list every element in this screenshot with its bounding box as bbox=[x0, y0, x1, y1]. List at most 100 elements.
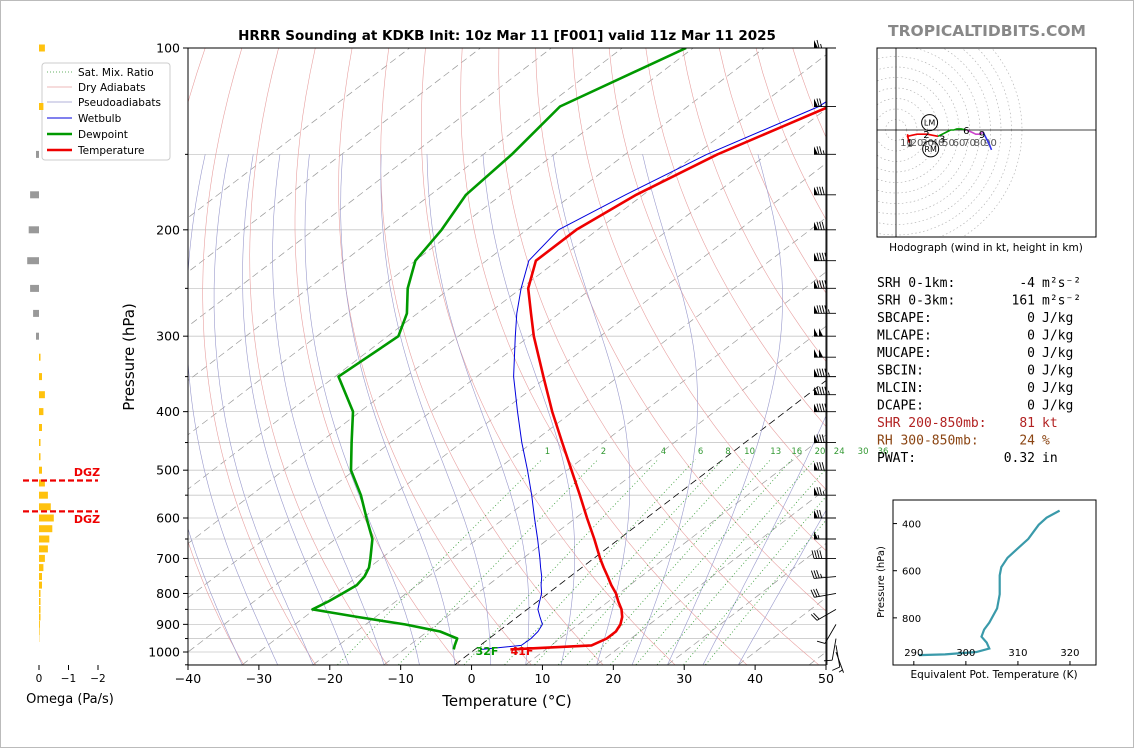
barb-full bbox=[821, 386, 825, 395]
index-row: MLCIN: 0 J/kg bbox=[877, 381, 1073, 396]
barb-full bbox=[816, 509, 820, 519]
omega-bar bbox=[39, 514, 54, 522]
barb-flag bbox=[814, 252, 818, 261]
omega-bar bbox=[39, 466, 42, 474]
hodograph-ring-label: 70 bbox=[963, 138, 976, 149]
wind-barb bbox=[814, 349, 836, 358]
barb-full bbox=[819, 221, 823, 230]
dry-adiabat bbox=[645, 48, 826, 427]
legend-label-dry: Dry Adiabats bbox=[78, 82, 146, 94]
index-unit: % bbox=[1042, 434, 1050, 449]
theta-e-ylabel: Pressure (hPa) bbox=[876, 546, 887, 618]
wind-barb bbox=[814, 509, 836, 519]
index-unit: J/kg bbox=[1042, 329, 1073, 344]
mixing-ratio-line bbox=[398, 459, 599, 665]
skewt-profiles bbox=[311, 48, 826, 651]
barb-full bbox=[816, 386, 820, 395]
surface-temp-label: 41F bbox=[511, 645, 534, 658]
hodograph-trace: 12 3 6 9 bbox=[906, 126, 993, 151]
mixing-ratio-line bbox=[610, 459, 793, 665]
isotherm bbox=[596, 488, 826, 665]
theta-e-x-tick-label: 290 bbox=[904, 648, 923, 659]
barb-full bbox=[819, 252, 823, 261]
mixing-ratio-label: 10 bbox=[744, 447, 755, 457]
hodograph-ring-label: 50 bbox=[942, 138, 955, 149]
barb-flag bbox=[814, 386, 818, 395]
omega-bar bbox=[36, 150, 39, 158]
omega-bar bbox=[33, 309, 39, 317]
omega-bar bbox=[39, 353, 41, 361]
barb-full bbox=[821, 252, 825, 261]
barb-full bbox=[816, 640, 826, 644]
barb-full bbox=[821, 280, 825, 289]
mixing-ratio-label: 1 bbox=[545, 447, 550, 457]
barb-full bbox=[810, 614, 818, 621]
omega-bar bbox=[39, 479, 45, 487]
index-row: SRH 0-1km: -4 m²s⁻² bbox=[877, 276, 1081, 291]
index-value: 0 bbox=[1027, 329, 1035, 344]
pseudoadiabat bbox=[188, 154, 278, 665]
isotherm bbox=[312, 271, 826, 665]
y-tick-label: 1000 bbox=[148, 645, 180, 660]
dry-adiabat bbox=[421, 48, 676, 665]
barb-full bbox=[819, 186, 823, 195]
wind-barb bbox=[814, 221, 836, 231]
omega-bar bbox=[39, 373, 42, 381]
omega-bar bbox=[39, 391, 45, 399]
mixing-ratio-label: 2 bbox=[601, 447, 606, 457]
omega-bar bbox=[39, 44, 45, 52]
index-unit: m²s⁻² bbox=[1042, 276, 1081, 291]
barb-shaft bbox=[835, 645, 841, 668]
index-label: PWAT: bbox=[877, 451, 916, 466]
hodograph-segment bbox=[937, 128, 967, 138]
y-tick-label: 200 bbox=[156, 222, 180, 237]
zero-isotherm bbox=[454, 380, 826, 665]
omega-bar bbox=[39, 408, 44, 416]
barb-full bbox=[824, 280, 828, 289]
barb-half bbox=[820, 573, 823, 578]
theta-e-x-tick-label: 320 bbox=[1060, 648, 1079, 659]
mixing-ratio-label: 13 bbox=[770, 447, 781, 457]
index-row: RH 300-850mb: 24% bbox=[877, 434, 1050, 449]
wind-barb bbox=[823, 638, 837, 662]
mixing-ratio-label: 36 bbox=[878, 447, 889, 457]
omega-bar bbox=[39, 598, 41, 605]
omega-bar bbox=[39, 620, 40, 628]
x-tick-label: −20 bbox=[317, 671, 343, 686]
omega-bar bbox=[39, 525, 53, 533]
wind-barb bbox=[814, 368, 836, 378]
hodograph-height-label: 3 bbox=[939, 134, 945, 145]
barb-full bbox=[819, 280, 823, 289]
hodograph-ring-label: 80 bbox=[974, 138, 987, 149]
index-row: DCAPE: 0 J/kg bbox=[877, 399, 1073, 414]
barb-half bbox=[820, 43, 823, 49]
barb-full bbox=[816, 305, 820, 314]
theta-e-y-tick-label: 400 bbox=[902, 520, 921, 531]
omega-bar bbox=[39, 503, 51, 511]
x-tick-label: 30 bbox=[676, 671, 692, 686]
barb-shaft bbox=[835, 651, 844, 673]
omega-bar bbox=[39, 613, 41, 621]
barb-flag bbox=[814, 40, 818, 48]
wind-barb bbox=[814, 98, 836, 107]
mixing-ratio-label: 20 bbox=[815, 447, 826, 457]
dry-adiabat bbox=[380, 48, 604, 665]
mixing-ratio-label: 8 bbox=[725, 447, 730, 457]
wind-barb bbox=[816, 624, 837, 644]
index-row: MLCAPE: 0 J/kg bbox=[877, 329, 1073, 344]
barb-full bbox=[819, 146, 823, 155]
storm-motion-rm: RM bbox=[922, 140, 940, 158]
x-tick-label: 40 bbox=[747, 671, 763, 686]
omega-bar bbox=[39, 424, 42, 431]
omega-bar bbox=[39, 590, 41, 597]
lm-label: LM bbox=[924, 119, 935, 128]
mixing-ratio-line bbox=[705, 519, 826, 665]
index-unit: kt bbox=[1042, 416, 1058, 431]
mixing-ratio-line bbox=[463, 459, 659, 665]
y-tick-label: 300 bbox=[156, 329, 180, 344]
sounding-indices: SRH 0-1km: -4 m²s⁻² SRH 0-3km: 161 m²s⁻² SBCAP… bbox=[877, 276, 1081, 466]
hodograph-height-label: 9 bbox=[979, 130, 985, 141]
x-tick-label: 50 bbox=[818, 671, 834, 686]
